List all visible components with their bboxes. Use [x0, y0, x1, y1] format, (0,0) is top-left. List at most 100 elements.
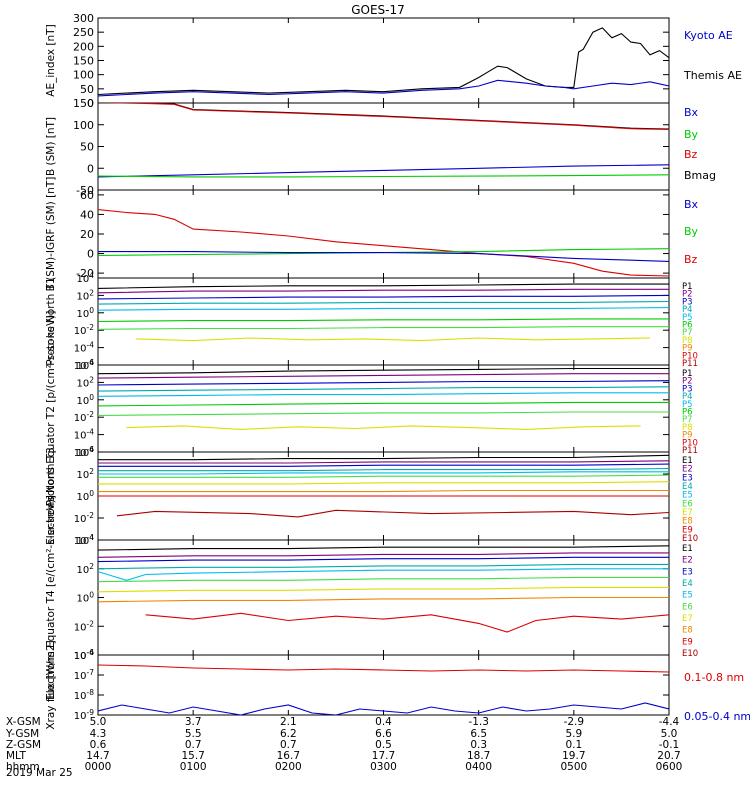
- y-axis-label: B (SM)-IGRF (SM) [nT]: [45, 177, 57, 292]
- y-tick-label: 100: [73, 69, 94, 82]
- series-line-e8: [98, 489, 669, 493]
- legend-entry-p1: P1: [682, 282, 693, 292]
- y-tick-label: 300: [73, 12, 94, 25]
- legend-entry-p8: P8: [682, 423, 693, 433]
- y-tick-label: 10-2: [74, 511, 94, 525]
- series-line-e3: [98, 463, 669, 467]
- y-axis-label: Electrons North T3: [45, 447, 57, 545]
- series-group: [98, 367, 669, 430]
- legend-entry-bmag: Bmag: [684, 169, 716, 182]
- y-tick-label: 150: [73, 97, 94, 110]
- series-line-bz: [98, 209, 669, 277]
- legend-entry-p2: P2: [682, 377, 693, 387]
- legend-entry-p6: P6: [682, 321, 693, 331]
- legend-entry-p7: P7: [682, 328, 693, 338]
- y-tick-label: 150: [73, 55, 94, 68]
- y-tick-label: 0: [87, 248, 94, 261]
- legend-entry-p1: P1: [682, 369, 693, 379]
- legend-entry-p7: P7: [682, 415, 693, 425]
- legend-entry-e3: E3: [682, 473, 693, 483]
- y-tick-exponent: -2: [87, 410, 95, 419]
- y-tick-exponent: 2: [89, 562, 94, 571]
- y-tick-label: 10-4: [74, 428, 94, 442]
- footer-value-mlt: 15.7: [181, 750, 204, 762]
- y-tick-label: 10-2: [74, 410, 94, 424]
- footer-value-mlt: 16.7: [277, 750, 300, 762]
- legend: Kyoto AE Themis AE: [683, 29, 742, 82]
- series-line-p2: [98, 288, 669, 294]
- series-line-e6: [98, 576, 669, 583]
- series-line-bz: [98, 103, 669, 131]
- series-line-p1: [98, 283, 669, 289]
- series-line-e1: [98, 545, 669, 551]
- legend-entry-e10: E10: [682, 534, 698, 544]
- y-tick-exponent: -7: [87, 668, 95, 677]
- series-line-p6: [98, 401, 669, 407]
- series-line-e1: [98, 454, 669, 461]
- series-group: [98, 664, 669, 715]
- y-tick-label: 100: [76, 591, 94, 605]
- legend-entry-bx: Bx: [684, 198, 699, 211]
- footer-value-z_gsm: 0.6: [90, 739, 107, 751]
- series-line-0-05-0-4-nm: [98, 702, 669, 715]
- footer-row-label: MLT: [6, 750, 26, 762]
- time-axis-footer: X-GSMY-GSMZ-GSMMLThhmm5.04.30.614.700003…: [5, 716, 682, 773]
- legend-entry-p10: P10: [682, 438, 698, 448]
- y-tick-label: 50: [80, 83, 94, 96]
- series-line-themis-ae: [98, 27, 669, 96]
- series-group: [98, 454, 669, 518]
- legend-entry-e3: E3: [682, 567, 693, 577]
- y-axis-label: Protons Equator T2 [p/(cm²-s-sr-keV)]: [45, 311, 57, 507]
- y-tick-label: 104: [76, 271, 94, 285]
- legend-entry-p10: P10: [682, 351, 698, 361]
- footer-value-x_gsm: 3.7: [185, 716, 202, 728]
- legend-entry-p5: P5: [682, 313, 693, 323]
- footer-value-hhmm: 0600: [656, 761, 683, 773]
- series-line-p6: [98, 318, 669, 323]
- legend-entry-bz: Bz: [684, 253, 698, 266]
- y-tick-exponent: -6: [87, 648, 95, 657]
- y-tick-exponent: 0: [89, 306, 94, 315]
- y-tick-label: 100: [76, 393, 94, 407]
- y-tick-exponent: 4: [89, 533, 94, 542]
- legend-entry-e6: E6: [682, 499, 693, 509]
- footer-row-label: Z-GSM: [6, 739, 41, 751]
- series-line-e2: [98, 552, 669, 558]
- series-line-e5: [98, 568, 669, 581]
- y-tick-exponent: -2: [87, 323, 95, 332]
- series-line-p8: [126, 425, 641, 430]
- series-line-p3: [98, 294, 669, 300]
- series-line-e5: [98, 471, 669, 475]
- y-tick-exponent: -2: [87, 619, 95, 628]
- series-line-e7: [98, 586, 669, 593]
- chart-title: GOES-17: [351, 3, 405, 17]
- y-tick-exponent: 0: [89, 489, 94, 498]
- footer-value-y_gsm: 4.3: [90, 728, 107, 740]
- y-tick-exponent: 2: [89, 288, 94, 297]
- legend-entry-e4: E4: [682, 482, 693, 492]
- y-tick-exponent: 4: [89, 271, 94, 280]
- legend-entry-p8: P8: [682, 336, 693, 346]
- y-tick-label: 100: [76, 306, 94, 320]
- legend-entry-kyoto-ae: Kyoto AE: [684, 29, 733, 42]
- footer-value-mlt: 20.7: [657, 750, 680, 762]
- footer-value-mlt: 19.7: [562, 750, 585, 762]
- footer-value-hhmm: 0400: [465, 761, 492, 773]
- series-line-p3: [98, 380, 669, 386]
- legend-entry-e2: E2: [682, 556, 693, 566]
- y-tick-label: 102: [76, 375, 94, 389]
- legend-entry-e10: E10: [682, 649, 698, 659]
- footer-row-label: Y-GSM: [5, 728, 39, 740]
- y-tick-exponent: -8: [87, 688, 95, 697]
- y-tick-label: 102: [76, 562, 94, 576]
- y-tick-label: 100: [73, 119, 94, 132]
- y-tick-exponent: -6: [87, 445, 95, 454]
- footer-value-mlt: 14.7: [86, 750, 109, 762]
